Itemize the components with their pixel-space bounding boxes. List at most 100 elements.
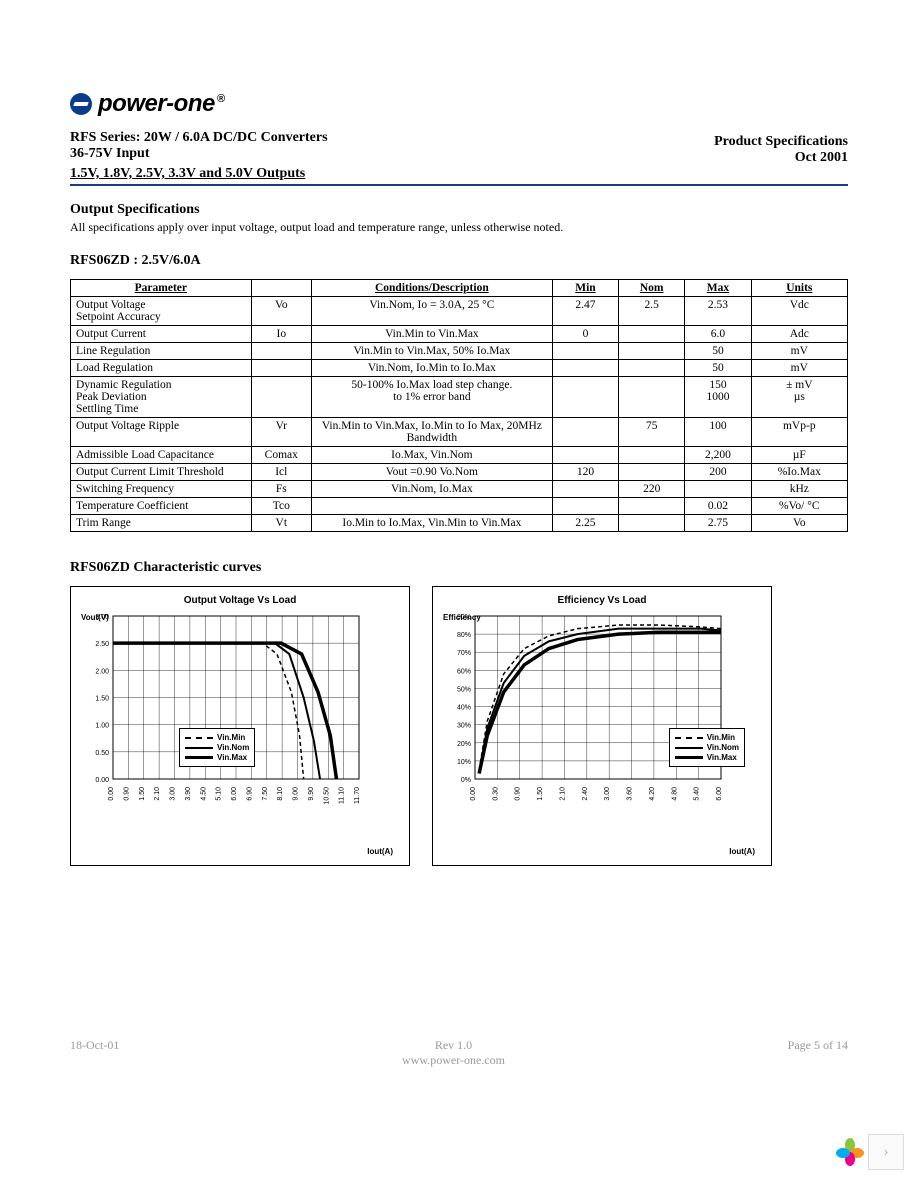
- svg-text:0.00: 0.00: [95, 777, 109, 784]
- svg-text:4.20: 4.20: [649, 787, 656, 801]
- table-cell: mVp-p: [751, 418, 847, 447]
- svg-text:0.30: 0.30: [492, 787, 499, 801]
- header-left: RFS Series: 20W / 6.0A DC/DC Converters …: [70, 130, 328, 162]
- part-title: RFS06ZD : 2.5V/6.0A: [70, 253, 848, 269]
- table-cell: [619, 377, 685, 418]
- table-cell: 0.02: [685, 498, 751, 515]
- petal-logo-icon: [836, 1138, 864, 1166]
- svg-text:1.00: 1.00: [95, 723, 109, 730]
- table-cell: 150 1000: [685, 377, 751, 418]
- table-cell: Output Current Limit Threshold: [71, 464, 252, 481]
- svg-text:6.90: 6.90: [246, 787, 253, 801]
- table-cell: Vr: [251, 418, 311, 447]
- svg-text:9.90: 9.90: [308, 787, 315, 801]
- spec-label: Product Specifications: [714, 134, 848, 150]
- logo-text: power-one®: [98, 90, 224, 118]
- table-cell: [619, 326, 685, 343]
- svg-text:7.50: 7.50: [262, 787, 269, 801]
- legend-swatch-dash: [185, 737, 213, 739]
- table-cell: [251, 360, 311, 377]
- table-cell: Comax: [251, 447, 311, 464]
- table-cell: 75: [619, 418, 685, 447]
- table-cell: Temperature Coefficient: [71, 498, 252, 515]
- table-row: Switching FrequencyFsVin.Nom, Io.Max220k…: [71, 481, 848, 498]
- table-cell: Vin.Nom, Io = 3.0A, 25 °C: [311, 297, 552, 326]
- table-cell: 50: [685, 360, 751, 377]
- series-title: RFS Series: 20W / 6.0A DC/DC Converters: [70, 130, 328, 146]
- legend-row: Vin.Max: [185, 753, 249, 762]
- table-cell: 2,200: [685, 447, 751, 464]
- legend-row: Vin.Min: [185, 733, 249, 742]
- table-row: Temperature CoefficientTco0.02%Vo/ °C: [71, 498, 848, 515]
- table-cell: Vin.Min to Vin.Max: [311, 326, 552, 343]
- svg-text:11.10: 11.10: [339, 787, 346, 804]
- header-block: RFS Series: 20W / 6.0A DC/DC Converters …: [70, 130, 848, 166]
- table-cell: mV: [751, 343, 847, 360]
- spec-col-header: Min: [552, 280, 618, 297]
- legend-min: Vin.Min: [217, 733, 245, 742]
- svg-text:50%: 50%: [457, 686, 471, 693]
- logo-icon: [70, 93, 92, 115]
- table-row: Output Voltage Setpoint AccuracyVoVin.No…: [71, 297, 848, 326]
- table-cell: Vo: [251, 297, 311, 326]
- outputs-line: 1.5V, 1.8V, 2.5V, 3.3V and 5.0V Outputs: [70, 166, 848, 182]
- chart-output-voltage: Output Voltage Vs Load Vout(V) 0.000.501…: [70, 586, 410, 866]
- svg-text:30%: 30%: [457, 723, 471, 730]
- table-cell: [552, 418, 618, 447]
- svg-text:2.10: 2.10: [154, 787, 161, 801]
- output-spec-note: All specifications apply over input volt…: [70, 220, 848, 235]
- table-cell: Switching Frequency: [71, 481, 252, 498]
- spec-col-header: Parameter: [71, 280, 252, 297]
- svg-text:0.00: 0.00: [470, 787, 477, 801]
- legend-nom: Vin.Nom: [707, 743, 739, 752]
- svg-text:60%: 60%: [457, 668, 471, 675]
- table-row: Dynamic Regulation Peak Deviation Settli…: [71, 377, 848, 418]
- table-row: Output Voltage RippleVrVin.Min to Vin.Ma…: [71, 418, 848, 447]
- table-cell: Vo: [751, 515, 847, 532]
- table-row: Line RegulationVin.Min to Vin.Max, 50% I…: [71, 343, 848, 360]
- table-cell: Output Voltage Ripple: [71, 418, 252, 447]
- table-cell: Vt: [251, 515, 311, 532]
- legend-swatch-thick: [675, 756, 703, 759]
- legend-max: Vin.Max: [707, 753, 737, 762]
- svg-text:0%: 0%: [461, 777, 471, 784]
- table-cell: 2.25: [552, 515, 618, 532]
- table-cell: [619, 464, 685, 481]
- spec-header-row: ParameterConditions/DescriptionMinNomMax…: [71, 280, 848, 297]
- table-row: Admissible Load CapacitanceComaxIo.Max, …: [71, 447, 848, 464]
- chevron-right-icon: ›: [883, 1143, 888, 1161]
- svg-text:1.50: 1.50: [95, 696, 109, 703]
- svg-text:3.00: 3.00: [95, 614, 109, 621]
- spec-col-header: [251, 280, 311, 297]
- table-row: Trim RangeVtIo.Min to Io.Max, Vin.Min to…: [71, 515, 848, 532]
- svg-text:1.50: 1.50: [537, 787, 544, 801]
- header-separator: [70, 184, 848, 186]
- charts-row: Output Voltage Vs Load Vout(V) 0.000.501…: [70, 586, 848, 866]
- svg-text:6.00: 6.00: [231, 787, 238, 801]
- spec-col-header: Conditions/Description: [311, 280, 552, 297]
- table-cell: Vin.Nom, Io.Min to Io.Max: [311, 360, 552, 377]
- chart1-svg: 0.000.501.001.502.002.503.000.000.901.50…: [79, 610, 399, 840]
- table-cell: 50: [685, 343, 751, 360]
- table-cell: 2.47: [552, 297, 618, 326]
- next-page-button[interactable]: ›: [868, 1134, 904, 1170]
- table-cell: Adc: [751, 326, 847, 343]
- legend-swatch-dash: [675, 737, 703, 739]
- page-footer: 18-Oct-01 Rev 1.0 www.power-one.com Page…: [70, 1038, 848, 1068]
- svg-text:0.00: 0.00: [108, 787, 115, 801]
- chart2-svg: 0%10%20%30%40%50%60%70%80%90%0.000.300.9…: [441, 610, 761, 840]
- svg-text:3.60: 3.60: [627, 787, 634, 801]
- table-cell: Io.Min to Io.Max, Vin.Min to Vin.Max: [311, 515, 552, 532]
- table-cell: [552, 360, 618, 377]
- svg-text:3.00: 3.00: [604, 787, 611, 801]
- table-cell: Vdc: [751, 297, 847, 326]
- table-cell: 120: [552, 464, 618, 481]
- table-cell: Output Current: [71, 326, 252, 343]
- legend-nom: Vin.Nom: [217, 743, 249, 752]
- petal: [836, 1148, 850, 1158]
- table-cell: Line Regulation: [71, 343, 252, 360]
- svg-text:4.50: 4.50: [200, 787, 207, 801]
- chart1-plot: 0.000.501.001.502.002.503.000.000.901.50…: [79, 610, 401, 845]
- spec-col-header: Units: [751, 280, 847, 297]
- logo-block: power-one®: [70, 90, 848, 118]
